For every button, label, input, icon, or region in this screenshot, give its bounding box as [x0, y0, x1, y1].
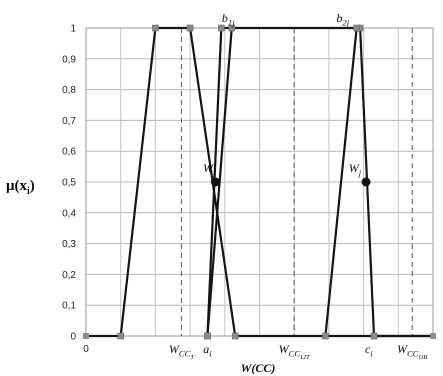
x-tick-label: WCCLIT — [279, 342, 311, 361]
vertex-marker — [353, 24, 360, 32]
vertex-marker — [152, 24, 159, 32]
x-tick-label: WCCT — [169, 342, 196, 361]
annotations: b1j b2j Wj Wj — [203, 11, 362, 177]
y-tick-label: 0,4 — [62, 208, 76, 219]
annotation-label: b1j — [222, 11, 235, 27]
x-tick-label: ai — [203, 342, 212, 358]
vertex-marker — [186, 24, 194, 32]
intersection-point — [361, 177, 371, 187]
y-tick-label: 0,6 — [62, 147, 76, 158]
vertex-marker — [218, 24, 225, 32]
y-tick-label: 0,7 — [62, 116, 76, 127]
intersection-point — [210, 177, 220, 187]
series-line-1 — [86, 26, 433, 338]
reference-lines — [180, 28, 413, 336]
y-tick-label: 0,8 — [62, 85, 76, 96]
vertex-marker — [322, 332, 329, 340]
vertex-marker — [204, 332, 211, 340]
y-tick-label: 0,2 — [62, 270, 76, 281]
x-tick-label: WCCOB — [397, 342, 427, 361]
vertex-markers — [83, 24, 436, 340]
x-tick-label: ci — [365, 342, 373, 358]
annotation-label: b2j — [336, 11, 349, 27]
y-tick-label: 0,9 — [62, 54, 76, 65]
y-axis-label: μ(xi) — [6, 178, 35, 197]
y-tick-label: 0,5 — [62, 178, 76, 189]
y-tick-label: 0,1 — [62, 301, 76, 312]
vertex-marker — [83, 333, 89, 339]
vertex-marker — [370, 332, 378, 340]
y-tick-labels: 0 0,1 0,2 0,3 0,4 0,5 0,6 0,7 0,8 0,9 1 — [62, 24, 76, 343]
x-tick-labels: 0 WCCT ai WCCLIT ci WCCOB — [83, 342, 427, 361]
annotation-label: Wj — [349, 161, 362, 177]
y-tick-label: 1 — [70, 24, 76, 35]
vertex-marker — [231, 332, 239, 340]
vertex-marker — [228, 24, 236, 32]
x-tick-label: 0 — [83, 344, 89, 355]
y-axis-label-text: μ(xi) — [6, 178, 35, 197]
vertex-marker — [117, 332, 124, 340]
y-tick-label: 0 — [70, 332, 76, 343]
vertex-marker — [430, 333, 436, 339]
intersection-points — [210, 177, 371, 187]
x-axis-label: W(CC) — [241, 361, 276, 375]
series-line-3 — [324, 27, 358, 337]
annotation-label: Wj — [203, 161, 216, 177]
y-tick-label: 0,3 — [62, 239, 76, 250]
